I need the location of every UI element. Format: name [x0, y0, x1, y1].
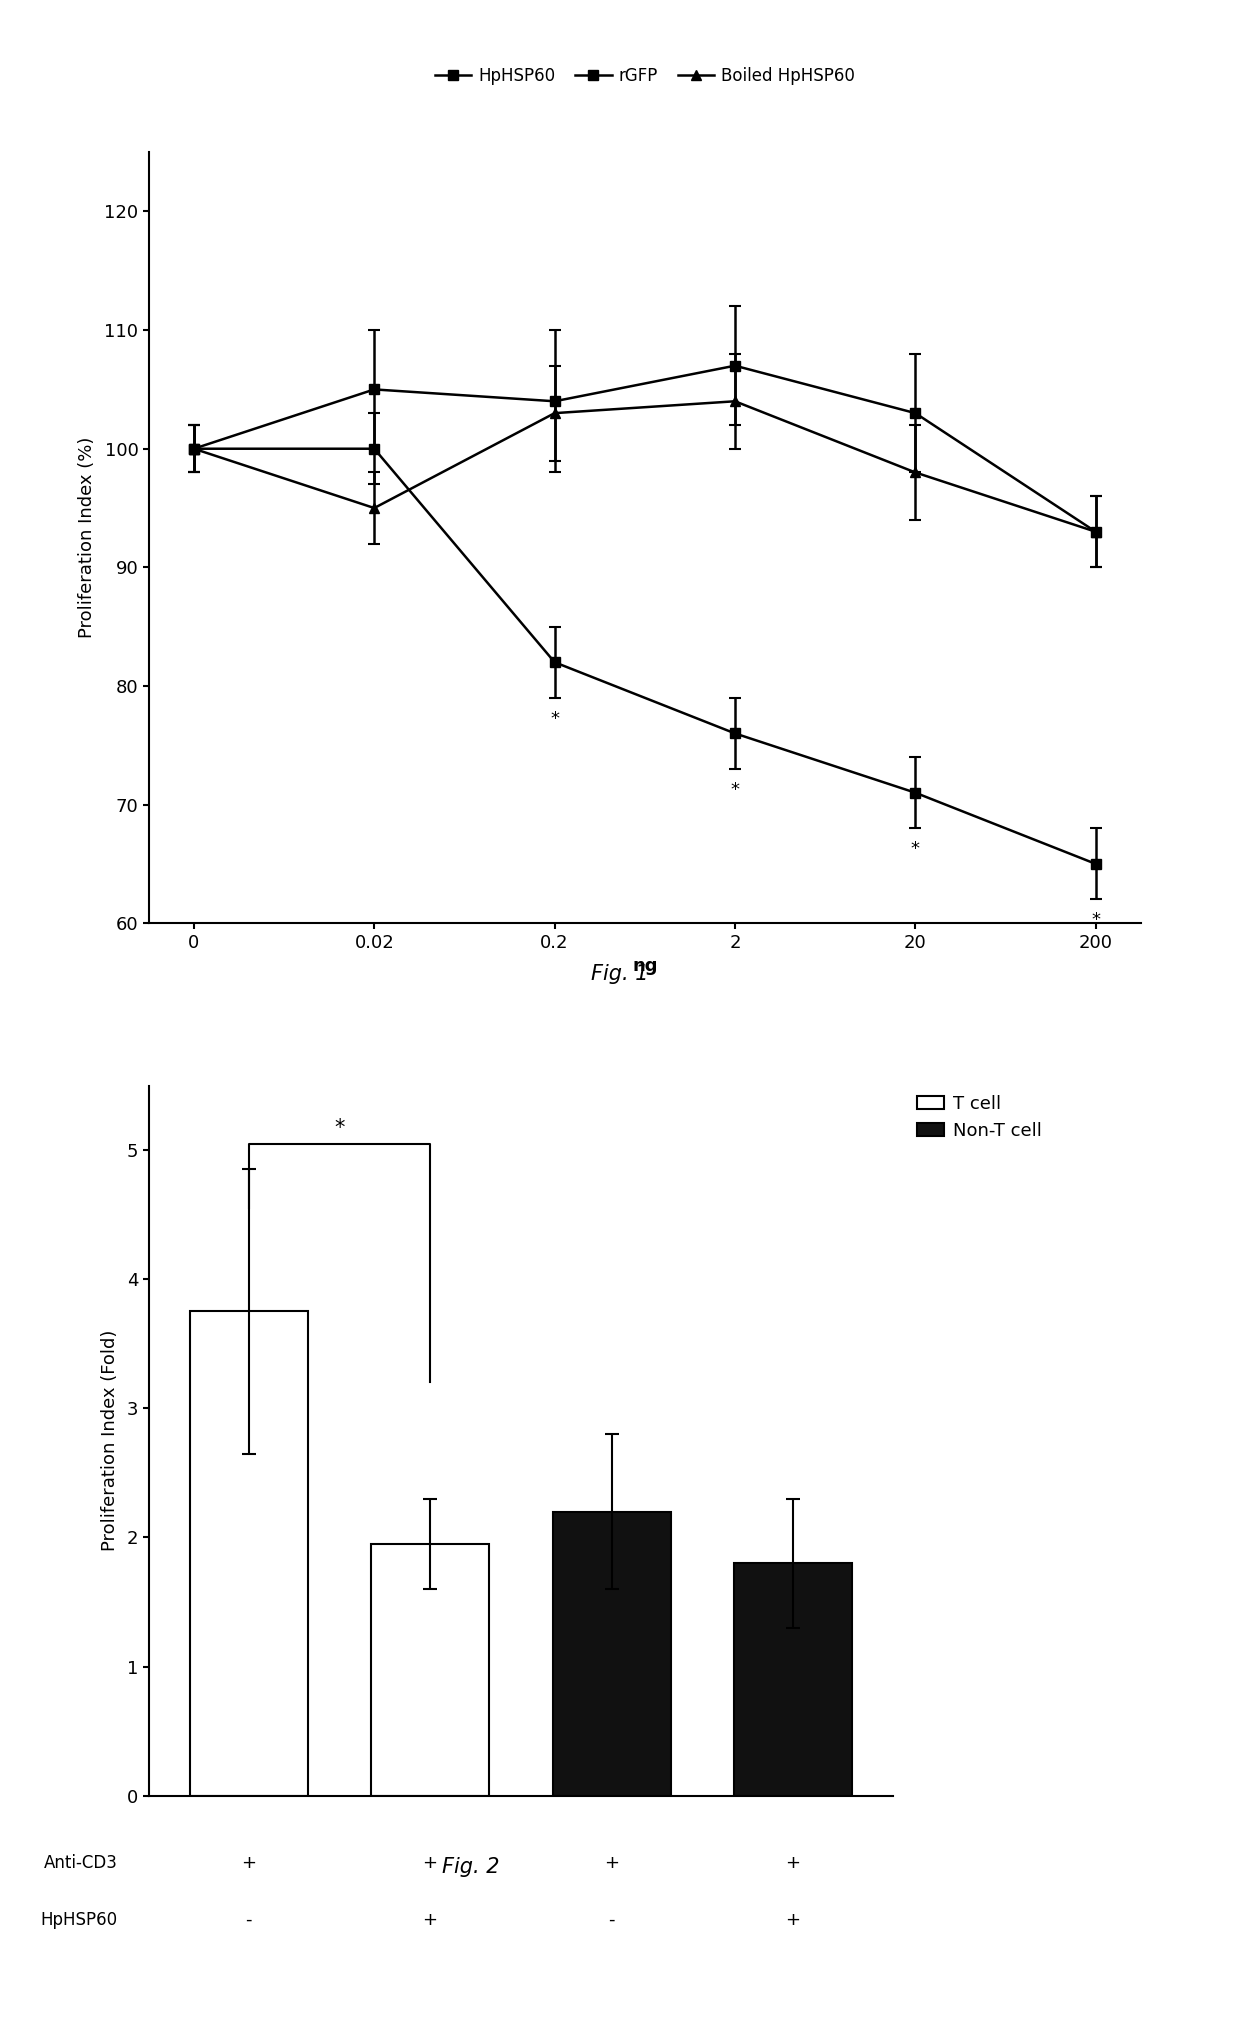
- Text: Fig. 2: Fig. 2: [443, 1857, 500, 1877]
- Text: *: *: [551, 710, 559, 728]
- X-axis label: ng: ng: [632, 958, 657, 976]
- Text: +: +: [241, 1855, 257, 1873]
- Text: +: +: [785, 1855, 801, 1873]
- Legend: HpHSP60, rGFP, Boiled HpHSP60: HpHSP60, rGFP, Boiled HpHSP60: [428, 61, 862, 91]
- Bar: [371, 1544, 489, 1796]
- Text: -: -: [246, 1911, 252, 1930]
- Text: -: -: [609, 1911, 615, 1930]
- Y-axis label: Proliferation Index (%): Proliferation Index (%): [78, 436, 95, 639]
- Text: +: +: [423, 1911, 438, 1930]
- Text: *: *: [730, 781, 739, 799]
- Text: +: +: [604, 1855, 619, 1873]
- Text: +: +: [785, 1911, 801, 1930]
- Text: +: +: [423, 1855, 438, 1873]
- Text: HpHSP60: HpHSP60: [41, 1911, 118, 1930]
- Bar: [190, 1311, 308, 1796]
- Bar: [734, 1562, 852, 1796]
- Y-axis label: Proliferation Index (Fold): Proliferation Index (Fold): [100, 1329, 119, 1552]
- Text: *: *: [1091, 911, 1100, 929]
- Text: Anti-CD3: Anti-CD3: [45, 1855, 118, 1873]
- Text: Fig. 1: Fig. 1: [591, 964, 649, 984]
- Legend: T cell, Non-T cell: T cell, Non-T cell: [916, 1094, 1042, 1140]
- Text: *: *: [911, 840, 920, 858]
- Text: *: *: [334, 1118, 345, 1138]
- Bar: [553, 1512, 671, 1796]
